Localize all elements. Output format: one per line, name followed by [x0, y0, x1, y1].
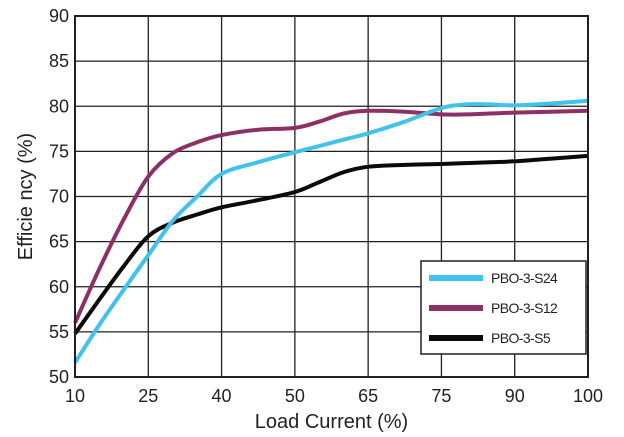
series-line-pbo-3-s24	[73, 98, 589, 364]
legend-label-pbo-3-s24: PBO-3-S24	[491, 270, 558, 286]
y-tick-label-70: 70	[49, 187, 69, 207]
y-tick-label-50: 50	[49, 367, 69, 387]
plot-frame	[74, 15, 589, 378]
legend: PBO-3-S24 PBO-3-S12 PBO-3-S5	[420, 260, 587, 355]
y-tick-labels: 50 55 60 65 70 75 80 85 90	[49, 6, 69, 387]
x-tick-label-100: 100	[573, 386, 603, 406]
y-axis-title: Efficie ncy (%)	[15, 133, 37, 260]
y-tick-label-60: 60	[49, 277, 69, 297]
y-tick-label-80: 80	[49, 96, 69, 116]
legend-label-pbo-3-s5: PBO-3-S5	[491, 330, 551, 346]
x-tick-label-65: 65	[358, 386, 378, 406]
x-tick-label-90: 90	[505, 386, 525, 406]
series-line-pbo-3-s5	[73, 153, 589, 335]
x-axis-title: Load Current (%)	[255, 411, 408, 433]
x-tick-labels: 10 25 40 50 65 75 90 100	[65, 386, 603, 406]
x-tick-label-50: 50	[285, 386, 305, 406]
y-tick-label-75: 75	[49, 141, 69, 161]
x-tick-label-10: 10	[65, 386, 85, 406]
y-tick-label-65: 65	[49, 232, 69, 252]
y-tick-label-85: 85	[49, 51, 69, 71]
x-tick-label-40: 40	[212, 386, 232, 406]
x-tick-label-25: 25	[138, 386, 158, 406]
series-lines	[73, 98, 589, 364]
y-tick-label-55: 55	[49, 322, 69, 342]
y-tick-label-90: 90	[49, 6, 69, 26]
legend-label-pbo-3-s12: PBO-3-S12	[491, 300, 558, 316]
x-tick-label-75: 75	[431, 386, 451, 406]
series-line-pbo-3-s12	[73, 108, 589, 324]
